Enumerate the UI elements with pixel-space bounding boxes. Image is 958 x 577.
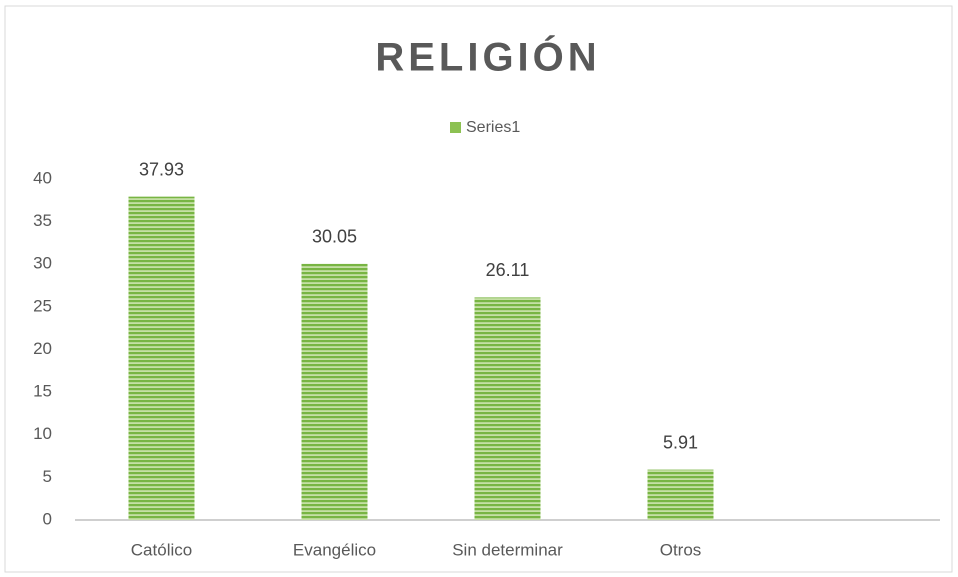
x-tick-label: Otros <box>660 540 702 559</box>
data-label: 37.93 <box>139 159 184 179</box>
bar <box>647 469 714 520</box>
data-label: 26.11 <box>486 260 530 280</box>
bar <box>301 263 368 520</box>
y-tick-label: 0 <box>43 509 52 528</box>
y-tick-label: 15 <box>33 382 52 401</box>
y-tick-label: 25 <box>33 296 52 315</box>
legend-label: Series1 <box>466 119 520 136</box>
y-tick-label: 10 <box>33 424 52 443</box>
y-tick-label: 5 <box>43 467 52 486</box>
y-tick-label: 35 <box>33 211 52 230</box>
x-tick-label: Católico <box>131 540 192 559</box>
y-tick-label: 40 <box>33 168 52 187</box>
data-label: 30.05 <box>312 227 357 247</box>
x-tick-label: Sin determinar <box>452 540 563 559</box>
data-label: 5.91 <box>663 432 698 452</box>
bar <box>128 196 195 521</box>
bar <box>474 297 541 520</box>
x-tick-label: Evangélico <box>293 540 376 559</box>
y-tick-label: 30 <box>33 254 52 273</box>
y-tick-label: 20 <box>33 339 52 358</box>
chart-title: RELIGIÓN <box>375 34 600 80</box>
legend-swatch <box>450 122 461 133</box>
